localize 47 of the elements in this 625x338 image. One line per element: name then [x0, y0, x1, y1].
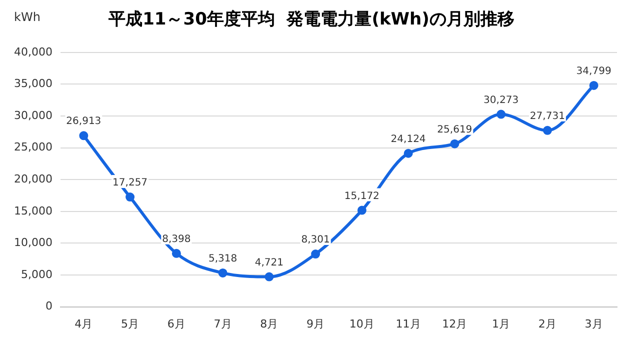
- data-label: 17,257: [112, 178, 148, 189]
- y-tick-label: 10,000: [14, 236, 52, 250]
- y-tick-label: 5,000: [20, 268, 52, 281]
- x-tick-label: 2月: [538, 317, 556, 330]
- data-label: 24,124: [390, 134, 426, 145]
- x-tick-label: 9月: [306, 317, 325, 330]
- x-tick-label: 10月: [349, 317, 374, 330]
- x-tick-label: 4月: [74, 317, 93, 330]
- point: [404, 148, 413, 158]
- point: [542, 126, 552, 135]
- point: [496, 110, 506, 119]
- y-tick-label: 40,000: [14, 45, 52, 58]
- data-label: 34,799: [576, 66, 612, 78]
- x-tick-label: 11月: [396, 317, 421, 330]
- x-tick-label: 7月: [214, 317, 232, 330]
- y-tick-label: 25,000: [14, 140, 52, 154]
- point: [79, 131, 88, 140]
- data-label: 25,619: [437, 124, 472, 136]
- data-label: 27,731: [530, 111, 565, 122]
- point: [264, 272, 274, 282]
- data-label: 8,301: [301, 234, 330, 246]
- y-tick-label: 15,000: [14, 204, 52, 218]
- y-tick-label: 20,000: [14, 172, 52, 186]
- x-tick-label: 5月: [121, 317, 140, 330]
- data-label: 15,172: [344, 190, 380, 202]
- point: [450, 139, 460, 148]
- data-label: 8,398: [162, 234, 191, 245]
- x-tick-label: 1月: [492, 317, 510, 330]
- y-tick-label: 30,000: [14, 108, 52, 122]
- data-label: 30,273: [484, 94, 519, 106]
- y-tick-label: 0: [45, 300, 52, 313]
- data-label: 26,913: [66, 116, 102, 128]
- point: [218, 268, 228, 278]
- point: [589, 80, 598, 90]
- y-tick-label: 35,000: [14, 77, 52, 90]
- point: [311, 250, 320, 259]
- x-tick-label: 3月: [584, 317, 603, 330]
- chart-title: 平成11～30年度平均 発電電力量(kWh)の月別推移: [108, 10, 514, 30]
- point: [172, 248, 181, 258]
- x-tick-label: 12月: [442, 317, 468, 330]
- data-label: 4,721: [254, 257, 284, 268]
- point: [126, 192, 135, 202]
- y-axis-title: kWh: [14, 10, 40, 24]
- x-tick-label: 8月: [260, 317, 278, 330]
- data-label: 5,318: [208, 254, 238, 265]
- x-tick-label: 6月: [167, 317, 186, 330]
- point: [357, 206, 366, 215]
